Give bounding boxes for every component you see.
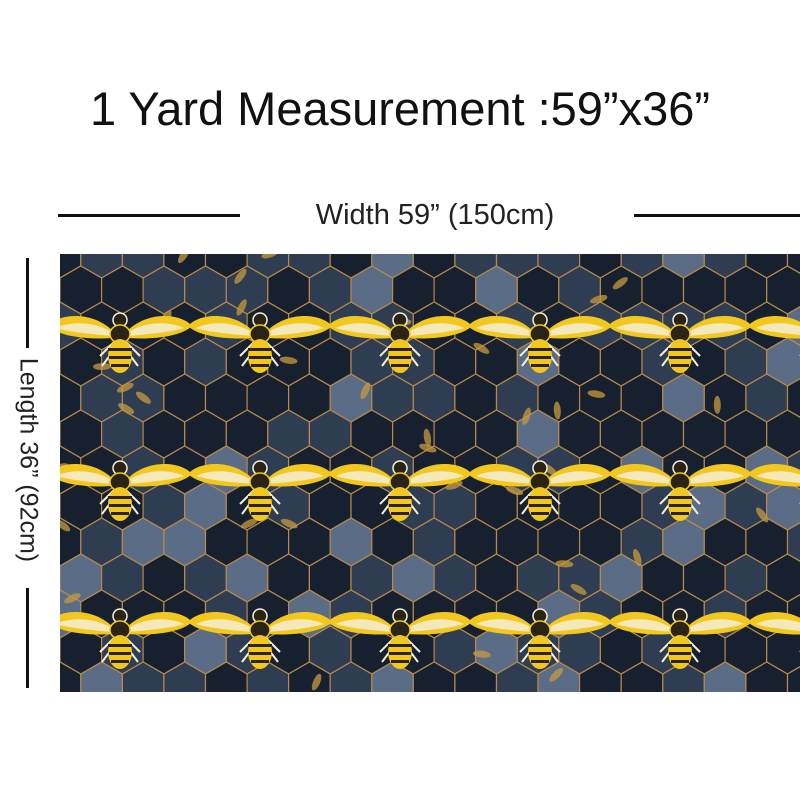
width-dimension-line-right — [634, 214, 800, 217]
leaf-icon — [756, 507, 769, 523]
leaf-icon — [135, 391, 151, 404]
honeycomb-cell — [578, 661, 622, 692]
honeycomb-cell — [60, 661, 82, 692]
width-dimension-line-left — [58, 214, 240, 217]
leaf-icon — [555, 560, 574, 568]
honeycomb-cell — [163, 661, 207, 692]
leaf-icon — [472, 650, 491, 658]
length-label: Length 36” (92cm) — [14, 357, 43, 563]
leaf-icon — [118, 403, 135, 414]
honeycomb-cell — [786, 666, 800, 692]
honeycomb-cell — [454, 661, 498, 692]
leaf-icon — [280, 518, 298, 529]
leaf-icon — [587, 390, 606, 398]
honeycomb-cell — [495, 661, 539, 692]
leaf-icon — [93, 362, 111, 371]
length-dimension-line-bottom — [26, 588, 29, 688]
length-dimension-line-top — [26, 258, 29, 348]
leaf-icon — [234, 268, 247, 284]
leaf-icon — [116, 382, 134, 393]
honeycomb-cell — [329, 661, 373, 692]
leaf-icon — [522, 407, 531, 425]
leaf-icon — [590, 294, 608, 304]
honeycomb-cell — [121, 661, 165, 692]
leaf-icon — [360, 382, 371, 400]
leaf-icon — [236, 299, 247, 316]
honeycomb-cell — [703, 661, 747, 692]
leaf-icon — [261, 254, 279, 259]
leaf-icon — [60, 519, 71, 532]
leaf-icon — [633, 548, 642, 567]
leaf-icon — [570, 583, 587, 595]
leaf-icon — [612, 277, 628, 290]
leaf-icon — [713, 395, 721, 414]
leaf-icon — [64, 593, 81, 604]
leaf-icon — [311, 673, 322, 691]
leaf-icon — [279, 356, 298, 364]
leaf-icon — [445, 480, 463, 490]
page-title: 1 Yard Measurement :59”x36” — [89, 82, 711, 135]
honeycomb-cell — [288, 661, 331, 692]
leaf-icon — [419, 443, 437, 453]
leaf-icon — [177, 254, 190, 264]
honeycomb-cell — [745, 661, 789, 692]
honeycomb-cell — [412, 661, 456, 692]
fabric-swatch — [60, 254, 800, 692]
honeycomb-cell — [620, 661, 664, 692]
leaf-icon — [506, 486, 524, 496]
width-label: Width 59” (150cm) — [315, 199, 555, 231]
honeycomb-bee-pattern — [60, 254, 800, 692]
honeycomb-cell — [80, 661, 124, 692]
leaf-icon — [240, 518, 258, 529]
leaf-icon — [553, 401, 561, 420]
leaf-icon — [473, 342, 490, 354]
leaf-icon — [549, 667, 564, 682]
honeycomb-cell — [204, 661, 248, 692]
leaf-icon — [423, 428, 432, 447]
